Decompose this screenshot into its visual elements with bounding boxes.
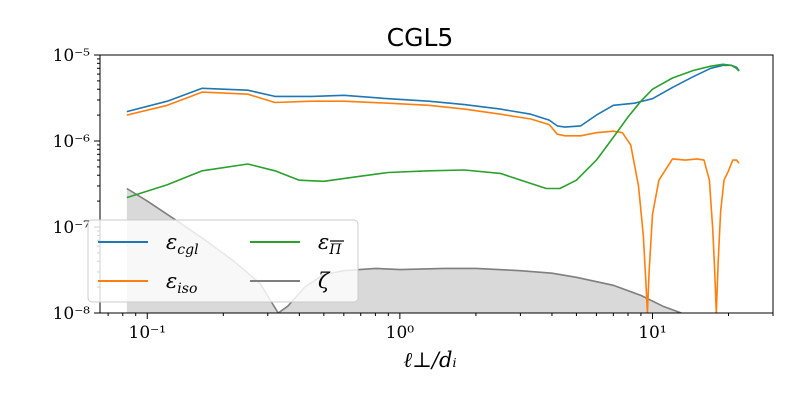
y-tick-label: 10⁻⁶ bbox=[53, 132, 91, 152]
x-tick-label: 10⁻¹ bbox=[129, 323, 166, 343]
plot-frame bbox=[99, 54, 774, 314]
x-tick-label: 10⁰ bbox=[386, 323, 415, 343]
legend-label-cgl: εcgl bbox=[166, 230, 199, 258]
series-line-pi bbox=[126, 63, 740, 199]
series-zeta-area bbox=[126, 188, 682, 313]
chart-title: CGL5 bbox=[387, 23, 454, 52]
x-axis-label: ℓ⊥/dᵢ bbox=[403, 348, 456, 372]
y-tick-label: 10⁻⁸ bbox=[53, 304, 91, 324]
series-line-iso bbox=[126, 91, 740, 313]
legend-label-pi: εΠ bbox=[318, 230, 342, 258]
y-tick-label: 10⁻⁷ bbox=[53, 218, 91, 238]
x-tick-label: 10¹ bbox=[638, 323, 666, 343]
legend-label-iso: εiso bbox=[166, 269, 197, 297]
y-tick-label: 10⁻⁵ bbox=[53, 46, 91, 66]
legend-label-zeta: ζ bbox=[318, 269, 331, 293]
series-line-cgl bbox=[126, 64, 740, 128]
